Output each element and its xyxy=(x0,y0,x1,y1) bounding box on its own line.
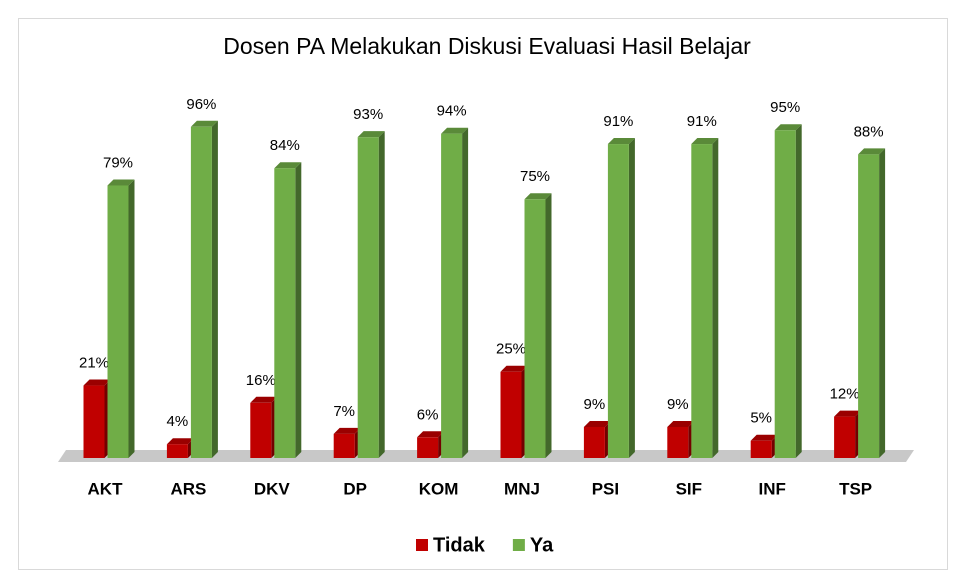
bar xyxy=(357,137,379,458)
bar-side xyxy=(879,148,886,458)
bar-top xyxy=(83,379,111,386)
bar xyxy=(333,433,355,458)
legend-swatch xyxy=(416,539,428,551)
bar-side xyxy=(628,138,635,459)
data-label: 84% xyxy=(270,137,300,154)
bar-side xyxy=(378,131,385,458)
legend-label: Tidak xyxy=(433,534,486,556)
legend-swatch xyxy=(512,539,525,551)
bar-top xyxy=(858,148,886,155)
x-tick-label: DKV xyxy=(254,479,291,498)
x-tick-label: PSI xyxy=(592,479,619,498)
x-tick-label: ARS xyxy=(170,479,206,498)
bar-top xyxy=(607,138,635,145)
bar xyxy=(524,199,546,458)
bar xyxy=(691,144,713,459)
bar-side xyxy=(462,127,469,458)
data-label: 96% xyxy=(186,96,216,113)
bar-top xyxy=(357,131,385,138)
x-tick-label: AKT xyxy=(88,479,124,498)
bar-top xyxy=(166,438,194,445)
bar-top xyxy=(750,434,778,441)
bar xyxy=(607,144,629,459)
data-label: 21% xyxy=(79,355,109,372)
bar xyxy=(274,168,296,458)
bar-top xyxy=(774,124,802,131)
bar xyxy=(250,402,272,458)
data-label: 91% xyxy=(603,113,633,130)
x-tick-label: TSP xyxy=(839,479,872,498)
bar-side xyxy=(712,138,719,459)
bar xyxy=(166,444,188,458)
bar-top xyxy=(691,138,719,145)
data-label: 95% xyxy=(770,99,800,116)
bar-top xyxy=(500,365,528,372)
bar-top xyxy=(667,420,695,427)
bar-side xyxy=(545,193,552,458)
bar-top xyxy=(333,427,361,434)
bar-top xyxy=(524,193,552,200)
x-tick-label: INF xyxy=(759,479,786,498)
bar-side xyxy=(128,179,135,458)
bar-top xyxy=(274,162,302,169)
bar xyxy=(750,440,772,458)
data-label: 4% xyxy=(167,413,189,430)
data-label: 79% xyxy=(103,154,133,171)
bar xyxy=(500,371,522,458)
legend-label: Ya xyxy=(530,534,554,556)
bar xyxy=(190,126,212,459)
bar xyxy=(774,130,796,458)
bar xyxy=(441,133,463,458)
bar-top xyxy=(583,420,611,427)
data-label: 9% xyxy=(667,396,689,413)
data-label: 93% xyxy=(353,106,383,123)
bar xyxy=(107,185,129,458)
bar-side xyxy=(795,124,802,458)
bar xyxy=(417,437,439,458)
data-label: 6% xyxy=(417,406,439,423)
chart-title: Dosen PA Melakukan Diskusi Evaluasi Hasi… xyxy=(223,33,751,59)
data-label: 16% xyxy=(246,372,276,389)
bar-side xyxy=(295,162,302,458)
bar xyxy=(858,154,880,458)
data-label: 12% xyxy=(830,386,860,403)
bar-top xyxy=(190,120,218,127)
data-label: 7% xyxy=(333,403,355,420)
data-label: 9% xyxy=(584,396,606,413)
data-label: 75% xyxy=(520,168,550,185)
chart-border xyxy=(18,18,948,570)
x-tick-label: DP xyxy=(343,479,367,498)
bar xyxy=(667,426,689,458)
data-label: 94% xyxy=(437,103,467,120)
bar xyxy=(834,416,856,458)
data-label: 91% xyxy=(687,113,717,130)
bar-top xyxy=(417,431,445,438)
bar-top xyxy=(441,127,469,134)
data-label: 88% xyxy=(854,123,884,140)
data-label: 5% xyxy=(750,410,772,427)
x-tick-label: KOM xyxy=(419,479,459,498)
bar xyxy=(83,385,105,458)
bar-side xyxy=(211,120,218,459)
x-tick-label: MNJ xyxy=(504,479,540,498)
x-tick-label: SIF xyxy=(676,479,702,498)
bar-top xyxy=(834,410,862,417)
bar-top xyxy=(107,179,135,186)
bar xyxy=(583,426,605,458)
data-label: 25% xyxy=(496,341,526,358)
bar-top xyxy=(250,396,278,403)
